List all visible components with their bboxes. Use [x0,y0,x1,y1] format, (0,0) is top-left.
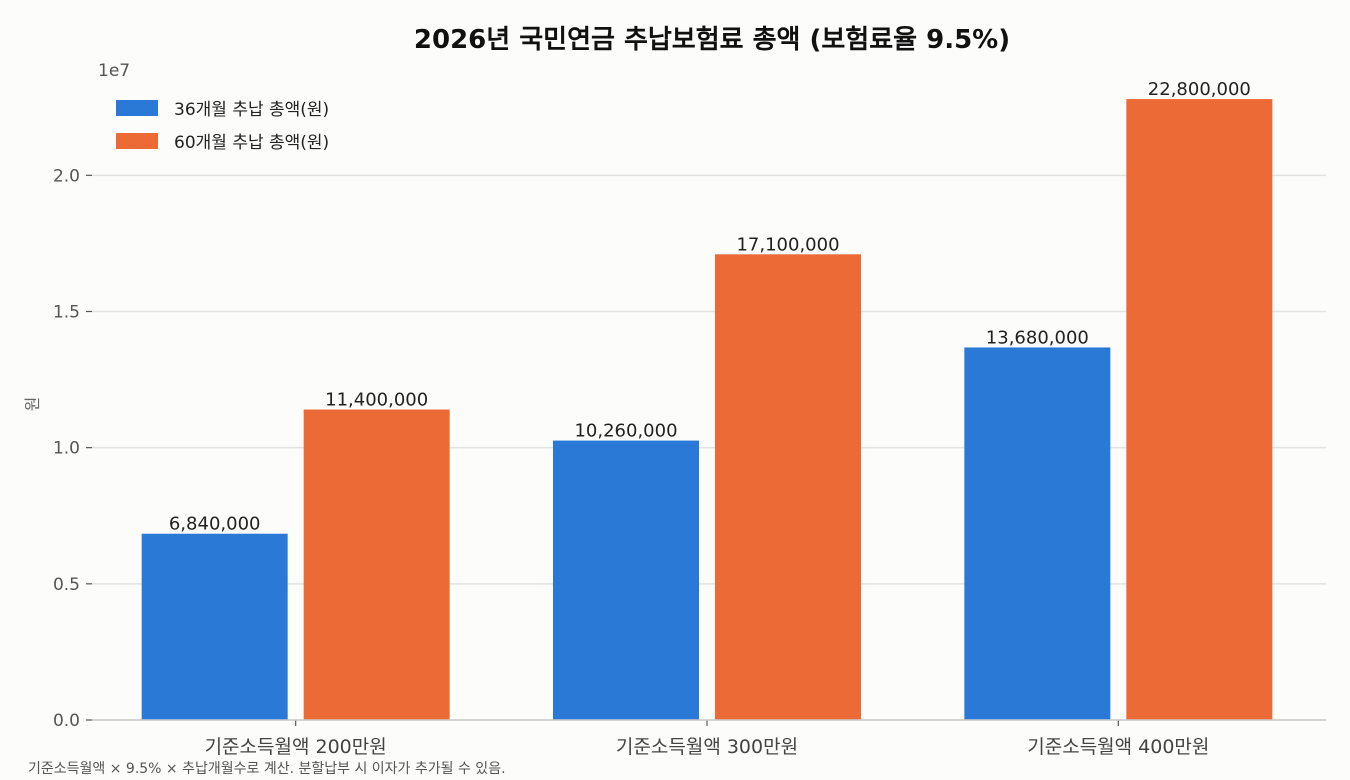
legend: 36개월 추납 총액(원) 60개월 추납 총액(원) [116,100,329,153]
bar [1126,99,1273,720]
bar [715,254,861,721]
y-tick-label: 1.5 [53,302,80,322]
y-tick-label: 1.0 [53,439,80,459]
y-axis-ticks: 0.0 0.5 1.0 1.5 2.0 [53,166,92,731]
bar-value-label: 17,100,000 [736,234,839,255]
y-axis-label: 원 [23,397,42,412]
y-tick-label: 0.5 [53,575,80,595]
x-axis-ticks: 기준소득월액 200만원 기준소득월액 300만원 기준소득월액 400만원 [92,719,1326,758]
bar-value-label: 10,260,000 [574,421,677,442]
bars: 6,840,000 11,400,000 10,260,000 17,100,000 1… [141,79,1273,721]
legend-label-36: 36개월 추납 총액(원) [174,100,329,120]
bar-value-label: 11,400,000 [325,390,428,411]
legend-swatch-36 [116,100,158,116]
legend-label-60: 60개월 추납 총액(원) [174,133,329,153]
bar [964,347,1111,720]
bar-value-label: 13,680,000 [986,327,1089,348]
x-tick-label: 기준소득월액 200만원 [205,736,387,758]
bar [553,440,699,720]
y-axis-scale-note: 1e7 [98,61,130,81]
bar-value-label: 22,800,000 [1148,79,1251,100]
y-tick-label: 2.0 [53,166,80,186]
bar [303,409,450,720]
footnote: 기준소득월액 × 9.5% × 추납개월수로 계산. 분할납부 시 이자가 추가… [28,761,506,777]
bar [141,533,288,720]
y-tick-label: 0.0 [53,711,80,731]
legend-swatch-60 [116,133,158,149]
bar-value-label: 6,840,000 [169,514,261,535]
chart-title: 2026년 국민연금 추납보험료 총액 (보험료율 9.5%) [414,25,1010,55]
x-tick-label: 기준소득월액 300만원 [616,736,798,758]
x-tick-label: 기준소득월액 400만원 [1027,736,1209,758]
